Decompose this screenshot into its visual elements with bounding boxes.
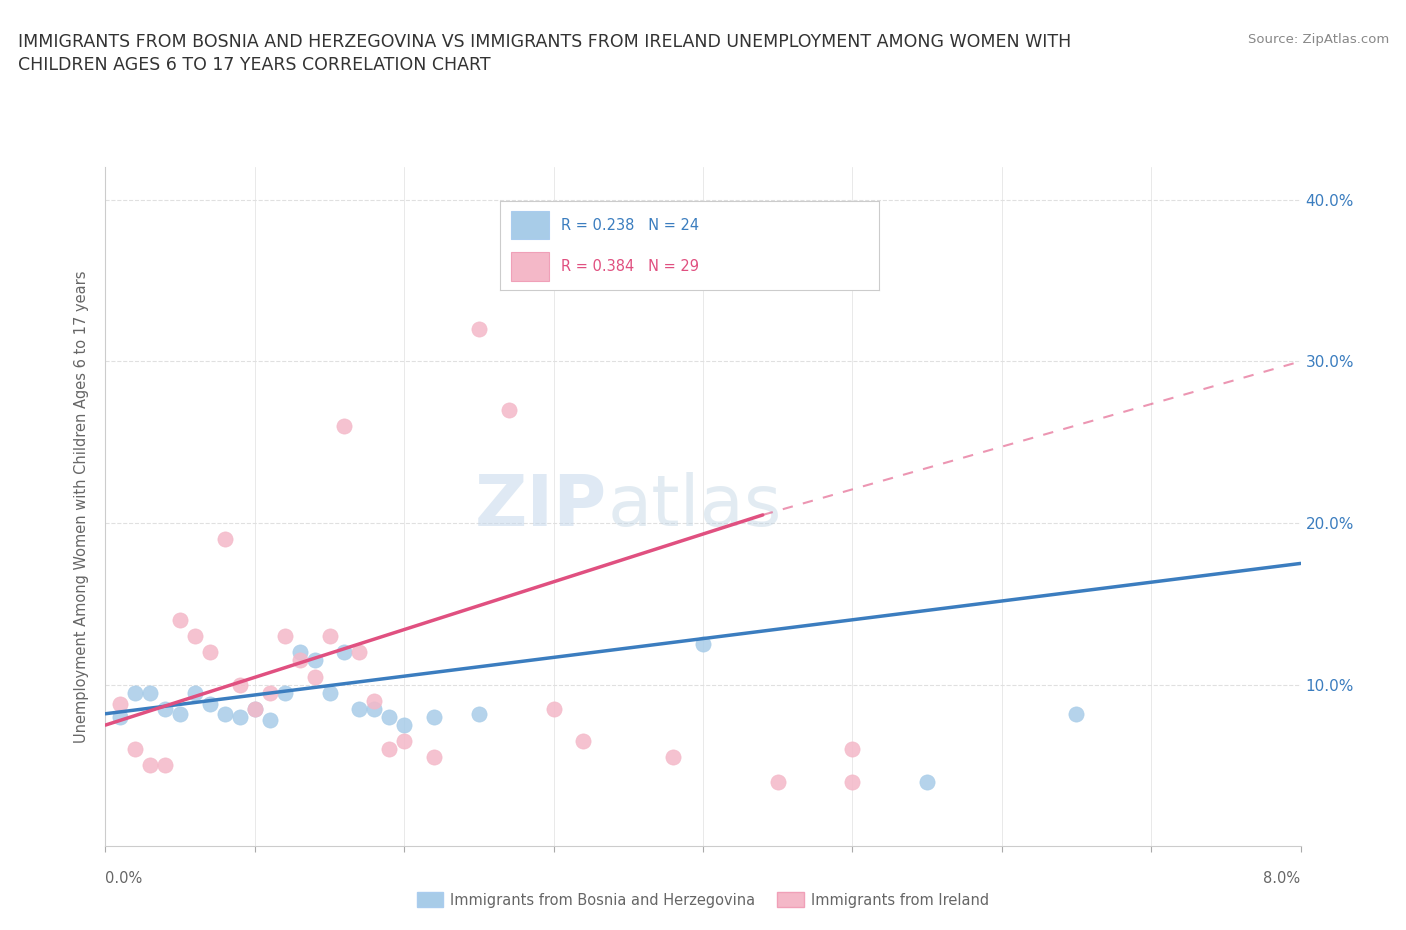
Point [766,774,789,789]
Point [378,710,401,724]
Point [662,750,685,764]
Point [139,758,162,773]
Point [124,742,146,757]
Point [333,644,356,659]
Text: 0.0%: 0.0% [105,871,142,886]
Text: Source: ZipAtlas.com: Source: ZipAtlas.com [1249,33,1389,46]
Point [498,403,520,418]
Point [229,677,252,692]
Point [318,685,340,700]
Text: R = 0.384   N = 29: R = 0.384 N = 29 [561,259,699,274]
Point [349,701,371,716]
Point [243,701,266,716]
Y-axis label: Unemployment Among Women with Children Ages 6 to 17 years: Unemployment Among Women with Children A… [75,271,90,743]
Point [155,701,177,716]
Point [198,644,221,659]
Point [155,758,177,773]
Point [259,712,281,727]
Point [214,706,236,721]
Point [543,701,565,716]
Point [333,418,356,433]
Bar [512,253,550,281]
Point [349,644,371,659]
Point [423,750,446,764]
Point [304,670,326,684]
Point [394,734,416,749]
Point [110,710,132,724]
Point [243,701,266,716]
Text: IMMIGRANTS FROM BOSNIA AND HERZEGOVINA VS IMMIGRANTS FROM IRELAND UNEMPLOYMENT A: IMMIGRANTS FROM BOSNIA AND HERZEGOVINA V… [18,33,1071,74]
Point [110,697,132,711]
Point [841,774,863,789]
Point [363,694,385,709]
Point [139,685,162,700]
Point [288,644,311,659]
Point [1066,706,1088,721]
Text: 8.0%: 8.0% [1264,871,1301,886]
Point [184,629,207,644]
Point [169,706,191,721]
Point [318,629,340,644]
Point [274,685,297,700]
Bar [512,211,550,239]
Point [378,742,401,757]
Point [184,685,207,700]
Point [304,653,326,668]
Point [572,734,595,749]
Point [423,710,446,724]
Point [915,774,938,789]
Point [288,653,311,668]
Point [841,742,863,757]
Point [468,706,491,721]
Point [214,532,236,547]
Point [394,718,416,733]
Point [124,685,146,700]
Point [229,710,252,724]
Text: ZIP: ZIP [475,472,607,541]
Point [692,637,714,652]
Text: R = 0.238   N = 24: R = 0.238 N = 24 [561,218,699,232]
Legend: Immigrants from Bosnia and Herzegovina, Immigrants from Ireland: Immigrants from Bosnia and Herzegovina, … [411,886,995,913]
Point [363,701,385,716]
Point [169,613,191,628]
Text: atlas: atlas [607,472,782,541]
Point [274,629,297,644]
Point [259,685,281,700]
Point [468,322,491,337]
Point [198,697,221,711]
